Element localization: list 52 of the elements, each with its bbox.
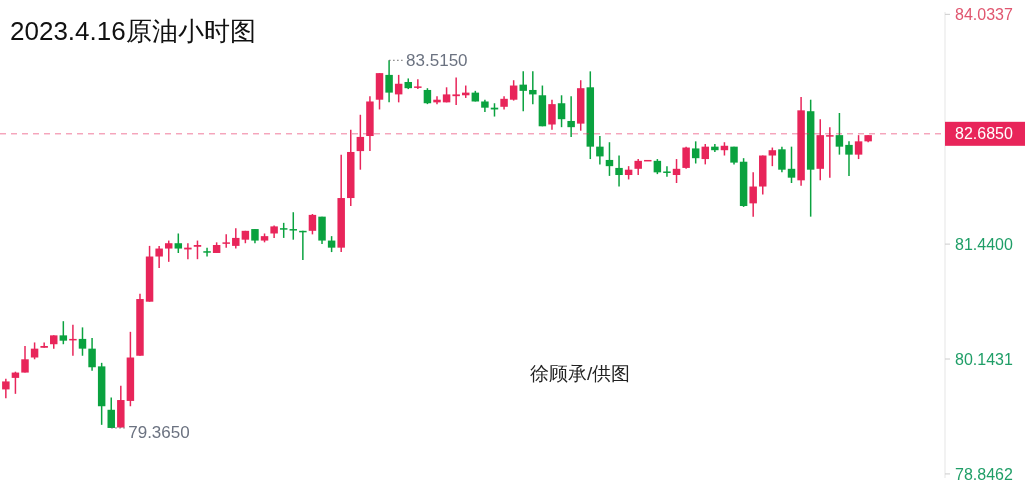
candlestick xyxy=(529,70,537,105)
candlestick xyxy=(414,78,422,90)
candlestick xyxy=(174,232,183,254)
candlestick xyxy=(78,326,87,357)
candlestick xyxy=(596,135,604,166)
candlestick xyxy=(691,140,700,165)
candlestick xyxy=(452,76,460,106)
candlestick xyxy=(40,341,48,349)
annotation: 83.5150 xyxy=(406,51,468,71)
candlestick xyxy=(193,239,202,260)
candlestick xyxy=(845,140,853,177)
candlestick xyxy=(203,246,211,258)
candlestick xyxy=(318,215,326,245)
candlestick xyxy=(567,95,575,138)
candlestick xyxy=(605,141,614,177)
candlestick xyxy=(385,59,393,104)
candlestick xyxy=(21,345,29,374)
candlestick xyxy=(835,112,844,156)
candlestick xyxy=(778,145,786,174)
candlestick xyxy=(289,211,298,241)
y-tick-label: 81.4400 xyxy=(955,235,1013,253)
candlestick xyxy=(749,171,757,218)
candlestick xyxy=(826,126,834,179)
ref-line-label: 82.6850 xyxy=(955,125,1013,143)
candlestick xyxy=(509,79,518,102)
candlestick xyxy=(787,145,796,184)
candlestick xyxy=(222,233,230,249)
candlestick xyxy=(682,145,690,170)
candlestick xyxy=(88,337,96,372)
candlestick xyxy=(557,94,566,128)
candlestick xyxy=(107,396,115,429)
candlestick xyxy=(615,154,623,188)
annotation: 徐顾承/供图 xyxy=(530,363,631,384)
candlestick xyxy=(854,134,863,160)
candlestick xyxy=(672,158,681,184)
candlestick xyxy=(663,165,671,178)
candlestick xyxy=(164,239,173,263)
chart-title: 2023.4.16原油小时图 xyxy=(10,16,256,46)
y-tick-label: 78.8462 xyxy=(955,465,1013,483)
candlestick xyxy=(2,378,10,400)
candlestick xyxy=(59,320,68,345)
candlestick xyxy=(356,114,365,171)
candlestick xyxy=(519,70,527,112)
candlestick xyxy=(548,98,556,131)
candlestick xyxy=(232,227,240,250)
y-tick-label: 84.0337 xyxy=(955,5,1013,23)
candlestick xyxy=(308,213,317,236)
y-tick-label: 80.1431 xyxy=(955,350,1013,368)
candlestick xyxy=(701,143,710,166)
annotation: 79.3650 xyxy=(128,423,190,443)
candlestick xyxy=(155,245,163,269)
candlestick xyxy=(768,146,777,167)
